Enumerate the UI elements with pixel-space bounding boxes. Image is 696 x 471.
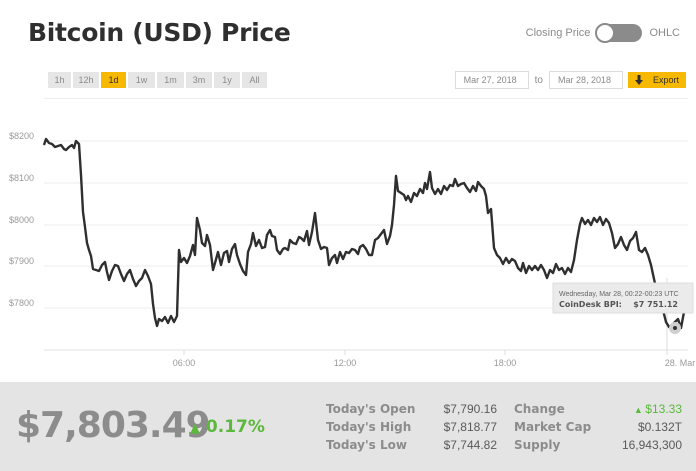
y-tick-7800: $7800 [9,298,34,308]
y-axis-labels: $8200 $8100 $8000 $7900 $7800 [9,131,34,308]
date-to-input[interactable]: Mar 28, 2018 [548,71,623,89]
range-1w[interactable]: 1w [128,72,155,88]
x-tick-1800: 18:00 [494,358,517,368]
range-12h[interactable]: 12h [73,72,99,88]
grid-lines [44,140,688,351]
hover-point-dot [673,326,677,330]
closing-price-label: Closing Price [525,27,591,39]
download-arrow-icon [634,75,643,85]
range-1d[interactable]: 1d [101,72,126,88]
tooltip-value: $7 751.12 [633,300,678,309]
ohlc-label: OHLC [649,27,680,39]
up-triangle-icon: ▲ [190,421,200,436]
market-cap-label: Market Cap [514,420,592,434]
y-tick-8100: $8100 [9,173,34,183]
todays-open-value: $7,790.16 [443,402,497,416]
x-tick-0600: 06:00 [173,358,196,368]
stats-panel: $7,803.49 ▲ 0.17% Today's Open $7,790.16… [0,382,696,471]
export-button[interactable]: Export [627,72,686,88]
toolbar-divider [44,98,688,99]
range-1h[interactable]: 1h [48,72,71,88]
change-percent-value: 0.17% [205,417,265,437]
date-to-label: to [534,74,543,86]
date-from-input[interactable]: Mar 27, 2018 [454,71,529,89]
market-cap-value: $0.132T [637,420,682,434]
y-tick-8200: $8200 [9,131,34,141]
change-value: ▲ $13.33 [590,402,682,416]
up-triangle-icon: ▲ [633,405,646,415]
supply-value: 16,943,300 [621,438,682,452]
y-tick-7900: $7900 [9,256,34,266]
range-3m[interactable]: 3m [186,72,212,88]
change-label: Change [514,402,565,416]
supply-label: Supply [514,438,561,452]
price-chart[interactable]: $8200 $8100 $8000 $7900 $7800 06:00 12:0… [0,100,696,382]
current-price: $7,803.49 [16,405,211,446]
chart-mode-toggle-group: Closing Price OHLC [525,23,680,43]
x-tick-28mar: 28. Mar [665,358,696,368]
change-amount: $13.33 [645,402,682,416]
range-all[interactable]: All [242,72,267,88]
range-1y[interactable]: 1y [214,72,240,88]
export-label: Export [652,75,679,85]
tooltip: Wednesday, Mar 28, 00:22-00:23 UTC CoinD… [552,282,694,314]
x-tick-1200: 12:00 [334,358,357,368]
range-selector: 1h 12h 1d 1w 1m 3m 1y All [48,72,267,88]
x-axis-labels: 06:00 12:00 18:00 28. Mar [173,358,696,368]
range-1m[interactable]: 1m [157,72,184,88]
page-title: Bitcoin (USD) Price [28,18,291,47]
chart-mode-toggle[interactable] [595,23,643,43]
toggle-knob [595,23,616,43]
todays-high-value: $7,818.77 [443,420,497,434]
y-tick-8000: $8000 [9,215,34,225]
todays-low-label: Today's Low [326,438,407,452]
todays-open-label: Today's Open [326,402,416,416]
todays-high-label: Today's High [326,420,412,434]
price-line [42,137,686,330]
date-range: Mar 27, 2018 to Mar 28, 2018 Export [454,71,686,89]
change-percent: ▲ 0.17% [190,417,265,437]
todays-low-value: $7,744.82 [443,438,497,452]
tooltip-time: Wednesday, Mar 28, 00:22-00:23 UTC [559,291,679,298]
tooltip-label: CoinDesk BPI: [559,300,622,309]
